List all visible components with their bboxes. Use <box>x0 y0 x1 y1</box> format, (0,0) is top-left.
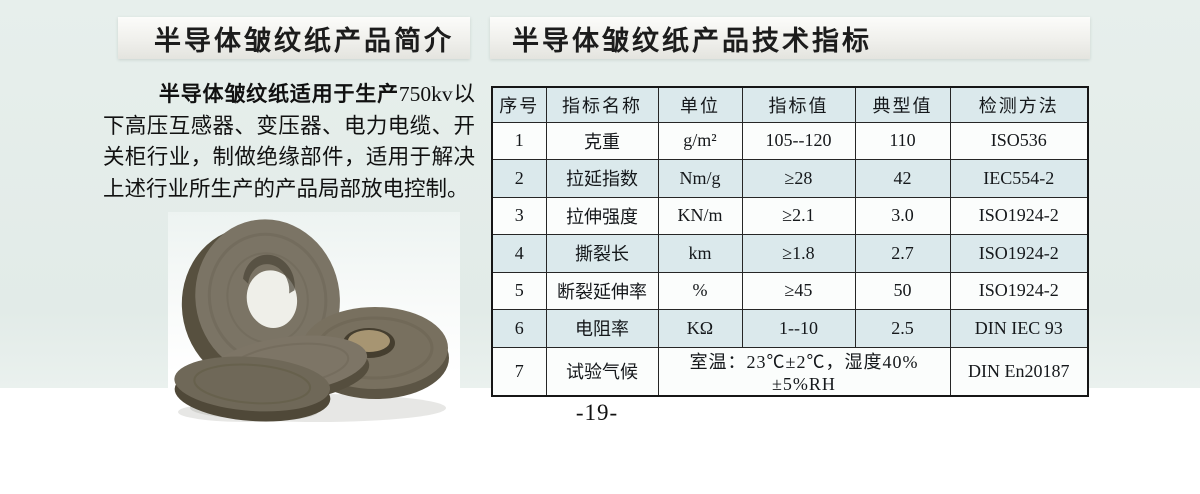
intro-title: 半导体皱纹纸产品简介 <box>154 25 454 56</box>
table-cell: 室温：23℃±2℃，湿度40%±5%RH <box>657 346 951 396</box>
table-cell: 42 <box>854 159 951 198</box>
table-row: 6 电阻率 KΩ 1--10 2.5 DIN IEC 93 <box>491 309 1089 348</box>
table-cell: ISO1924-2 <box>949 271 1089 310</box>
table-cell: 拉延指数 <box>545 159 659 198</box>
column-header: 典型值 <box>854 86 951 123</box>
table-cell: DIN En20187 <box>949 346 1089 396</box>
intro-paragraph: 半导体皱纹纸适用于生产750kv以下高压互感器、变压器、电力电缆、开关柜行业，制… <box>103 79 475 205</box>
table-cell: ISO536 <box>949 121 1089 160</box>
table-cell: 1--10 <box>741 309 856 348</box>
table-row: 5 断裂延伸率% ≥45 50 ISO1924-2 <box>491 271 1089 310</box>
table-cell: 2.7 <box>854 234 951 273</box>
table-cell: ≥2.1 <box>741 196 856 235</box>
specs-table-header-row: 序号 指标名称 单位 指标值 典型值 检测方法 <box>491 86 1089 123</box>
table-row: 7 试验气候 室温：23℃±2℃，湿度40%±5%RH DIN En20187 <box>491 346 1089 396</box>
page-number: -19- <box>575 400 619 425</box>
table-cell: 105--120 <box>741 121 856 160</box>
column-header: 指标名称 <box>545 86 659 123</box>
specs-title: 半导体皱纹纸产品技术指标 <box>512 25 872 56</box>
row-number-cell: 6 <box>491 309 547 348</box>
column-header: 单位 <box>657 86 743 123</box>
product-photo <box>168 212 460 428</box>
row-number-cell: 4 <box>491 234 547 273</box>
table-cell: g/m² <box>657 121 743 160</box>
row-number-cell: 7 <box>491 346 547 396</box>
table-cell: km <box>657 234 743 273</box>
table-row: 1 克重 g/m² 105--120 110 ISO536 <box>491 121 1089 160</box>
intro-paragraph-lead: 半导体皱纹纸适用于生产 <box>158 83 399 106</box>
table-cell: 电阻率 <box>545 309 659 348</box>
row-number-cell: 5 <box>491 271 547 310</box>
table-cell: % <box>657 271 743 310</box>
table-cell: ISO1924-2 <box>949 234 1089 273</box>
table-cell: 3.0 <box>854 196 951 235</box>
table-cell: 110 <box>854 121 951 160</box>
row-number-cell: 3 <box>491 196 547 235</box>
specs-table: 序号 指标名称 单位 指标值 典型值 检测方法 1 克重 g/m² 105--120 110 ISO… <box>491 86 1089 397</box>
intro-title-bar: 半导体皱纹纸产品简介 <box>118 17 470 59</box>
table-cell: ISO1924-2 <box>949 196 1089 235</box>
table-cell: 克重 <box>545 121 659 160</box>
row-number-cell: 1 <box>491 121 547 160</box>
row-number-cell: 2 <box>491 159 547 198</box>
table-cell: 试验气候 <box>545 346 659 396</box>
table-cell: DIN IEC 93 <box>949 309 1089 348</box>
column-header: 指标值 <box>741 86 856 123</box>
table-cell: 50 <box>854 271 951 310</box>
table-cell: 2.5 <box>854 309 951 348</box>
table-cell: Nm/g <box>657 159 743 198</box>
paper-rolls-illustration <box>174 219 449 422</box>
intro-paragraph-rest: 750kv以下高压互感器、变压器、电力电缆、开关柜行业，制做绝缘部件，适用于解决… <box>103 82 475 201</box>
table-cell: ≥28 <box>741 159 856 198</box>
table-cell: IEC554-2 <box>949 159 1089 198</box>
table-row: 3 拉伸强度 KN/m ≥2.1 3.0 ISO1924-2 <box>491 196 1089 235</box>
table-cell: 拉伸强度 <box>545 196 659 235</box>
table-cell: ≥45 <box>741 271 856 310</box>
table-cell: ≥1.8 <box>741 234 856 273</box>
table-cell: KΩ <box>657 309 743 348</box>
table-cell: KN/m <box>657 196 743 235</box>
column-header: 序号 <box>491 86 547 123</box>
table-row: 4 撕裂长 km ≥1.8 2.7 ISO1924-2 <box>491 234 1089 273</box>
table-cell: 撕裂长 <box>545 234 659 273</box>
specs-title-bar: 半导体皱纹纸产品技术指标 <box>490 17 1090 59</box>
table-row: 2 拉延指数 Nm/g ≥28 42 IEC554-2 <box>491 159 1089 198</box>
table-cell: 断裂延伸率 <box>545 271 659 310</box>
column-header: 检测方法 <box>949 86 1089 123</box>
